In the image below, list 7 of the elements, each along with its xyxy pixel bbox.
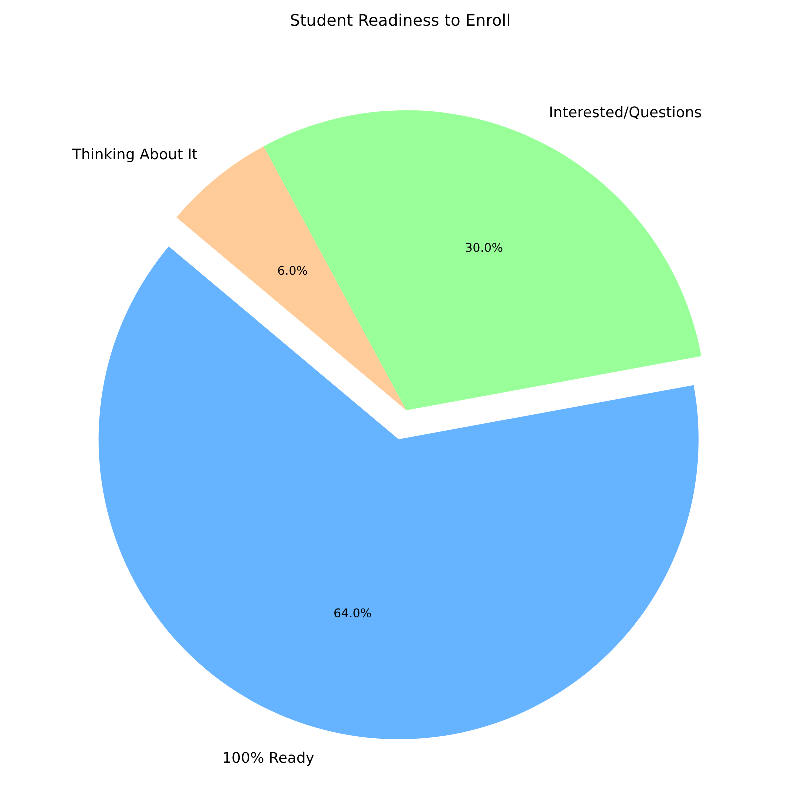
data-label: 30.0% xyxy=(465,241,504,256)
slice-label: Interested/Questions xyxy=(549,104,702,122)
data-label: 6.0% xyxy=(277,264,308,278)
data-label: 64.0% xyxy=(334,606,372,621)
chart-title: Student Readiness to Enroll xyxy=(290,11,511,30)
slice-label: Thinking About It xyxy=(71,146,198,164)
slice-label: 100% Ready xyxy=(222,750,315,768)
